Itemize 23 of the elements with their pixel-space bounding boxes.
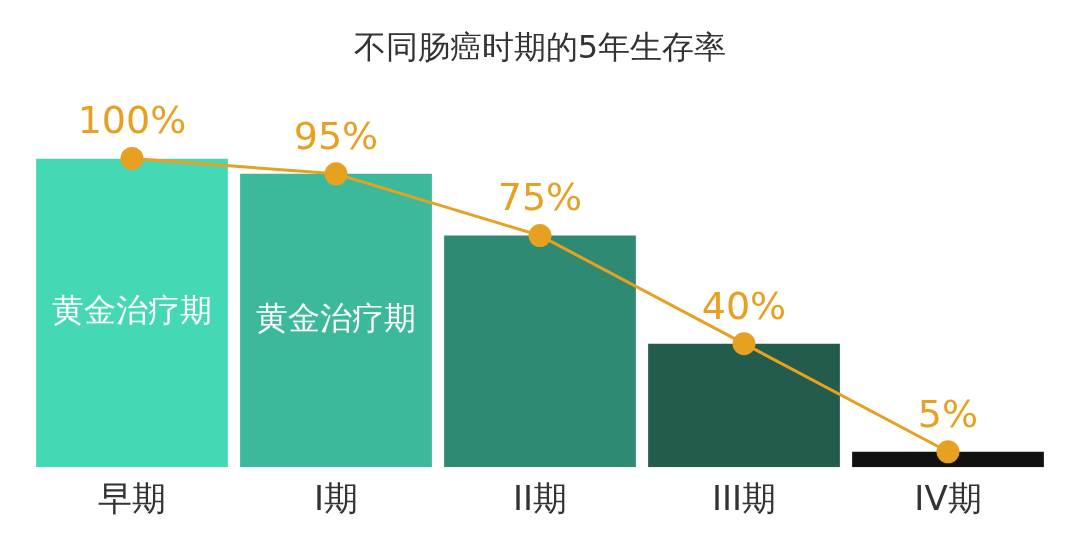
- bar: [240, 173, 432, 468]
- bar: [852, 451, 1044, 468]
- x-tick-label: II期: [512, 478, 568, 519]
- x-tick-label: 早期: [98, 478, 166, 519]
- point: [732, 332, 756, 356]
- chart-title: 不同肠癌时期的5年生存率: [353, 27, 727, 66]
- x-tick-label: IV期: [914, 478, 982, 519]
- bar: [648, 343, 840, 468]
- data-label: 100%: [77, 98, 187, 143]
- data-label: 40%: [701, 283, 787, 328]
- x-tick-label: III期: [711, 478, 777, 519]
- point: [528, 224, 552, 248]
- point: [936, 440, 960, 464]
- bar: [36, 158, 228, 468]
- x-tick-label: I期: [313, 478, 359, 519]
- point: [324, 162, 348, 186]
- data-label: 5%: [917, 391, 979, 436]
- annotation: 黄金治疗期: [256, 298, 416, 337]
- data-label: 95%: [293, 113, 379, 158]
- data-label: 75%: [497, 175, 583, 220]
- annotation: 黄金治疗期: [52, 291, 212, 330]
- bar: [444, 235, 636, 468]
- point: [120, 146, 144, 170]
